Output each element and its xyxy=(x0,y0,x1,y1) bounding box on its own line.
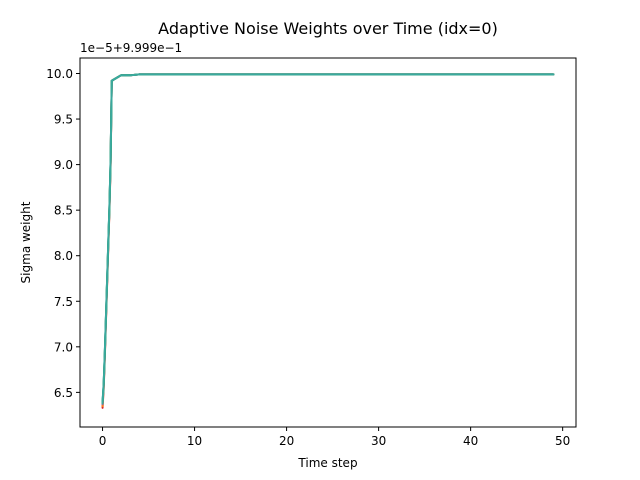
x-axis-ticks: 0 10 20 30 40 50 xyxy=(99,427,570,448)
x-tick-label: 0 xyxy=(99,434,107,448)
y-tick-label: 7.5 xyxy=(54,295,73,309)
y-tick-label: 8.0 xyxy=(54,249,73,263)
x-axis-label: Time step xyxy=(297,456,357,470)
y-tick-label: 7.0 xyxy=(54,340,73,354)
x-tick-label: 40 xyxy=(463,434,478,448)
y-tick-label: 8.5 xyxy=(54,204,73,218)
plot-frame xyxy=(79,57,577,428)
y-axis-label: Sigma weight xyxy=(19,201,33,283)
series-line-5 xyxy=(101,73,555,405)
y-tick-label: 10.0 xyxy=(46,67,73,81)
x-tick-label: 30 xyxy=(371,434,386,448)
y-tick-label: 6.5 xyxy=(54,386,73,400)
y-tick-label: 9.5 xyxy=(54,113,73,127)
y-offset-label: 1e−5+9.999e−1 xyxy=(80,41,182,55)
x-tick-label: 10 xyxy=(187,434,202,448)
y-tick-label: 9.0 xyxy=(54,158,73,172)
chart-title: Adaptive Noise Weights over Time (idx=0) xyxy=(158,19,498,38)
x-tick-label: 50 xyxy=(555,434,570,448)
x-tick-label: 20 xyxy=(279,434,294,448)
y-axis-ticks: 6.5 7.0 7.5 8.0 8.5 9.0 9.5 10.0 xyxy=(46,67,80,400)
plot-series xyxy=(101,73,555,409)
